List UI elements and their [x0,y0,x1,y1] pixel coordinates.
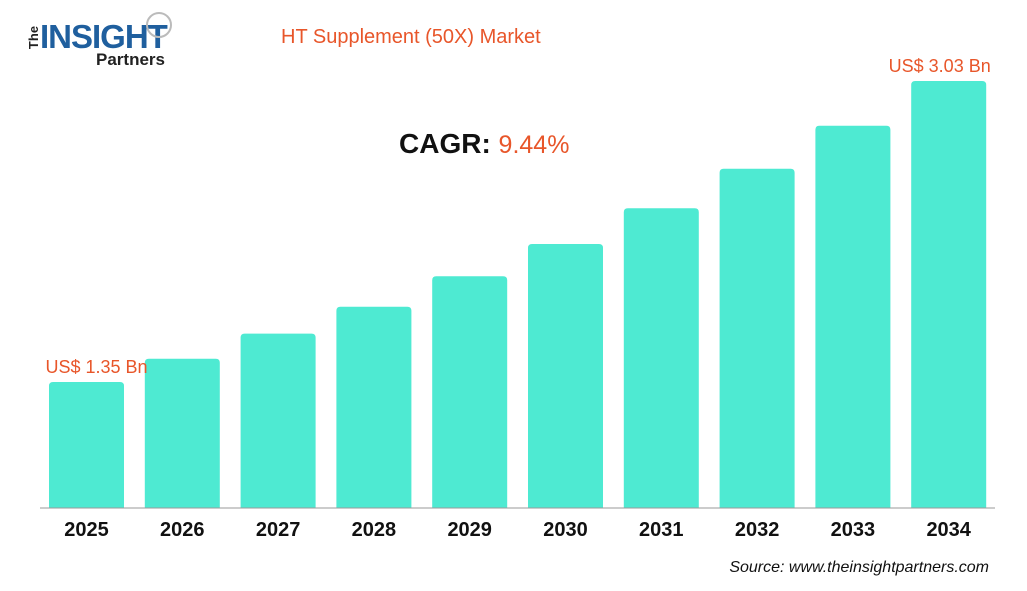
x-tick-label: 2028 [352,519,397,541]
data-label: US$ 1.35 Bn [45,357,147,377]
cagr-value: 9.44% [498,131,570,159]
bar-2032 [719,168,795,508]
bar-2026 [144,358,220,508]
logo: The INSIGHT Partners [26,12,188,72]
x-tick-label: 2031 [639,519,684,541]
data-label: US$ 3.03 Bn [889,56,991,76]
bar-2033 [815,125,891,509]
bar-2030 [528,244,603,508]
source: Source: www.theinsightpartners.com [729,559,989,576]
x-tick-label: 2027 [256,519,301,541]
bar-2034 [911,81,987,508]
bar-2028 [336,306,412,508]
x-tick-label: 2033 [831,519,876,541]
x-tick-label: 2030 [543,519,588,541]
bar-2025 [49,382,124,508]
x-tick-label: 2034 [926,519,971,541]
x-tick-label: 2025 [64,519,109,541]
x-tick-label: 2032 [735,519,780,541]
x-tick-label: 2029 [447,519,492,541]
cagr: CAGR: 9.44% [399,128,569,160]
x-tick-label: 2026 [160,519,205,541]
logo-partners: Partners [96,50,165,69]
logo-magnifier-icon [146,12,172,38]
bar-2027 [240,333,316,508]
chart-title: HT Supplement (50X) Market [281,26,541,48]
bar-2029 [432,276,508,508]
cagr-label: CAGR: [399,128,491,159]
bar-2031 [623,208,699,509]
